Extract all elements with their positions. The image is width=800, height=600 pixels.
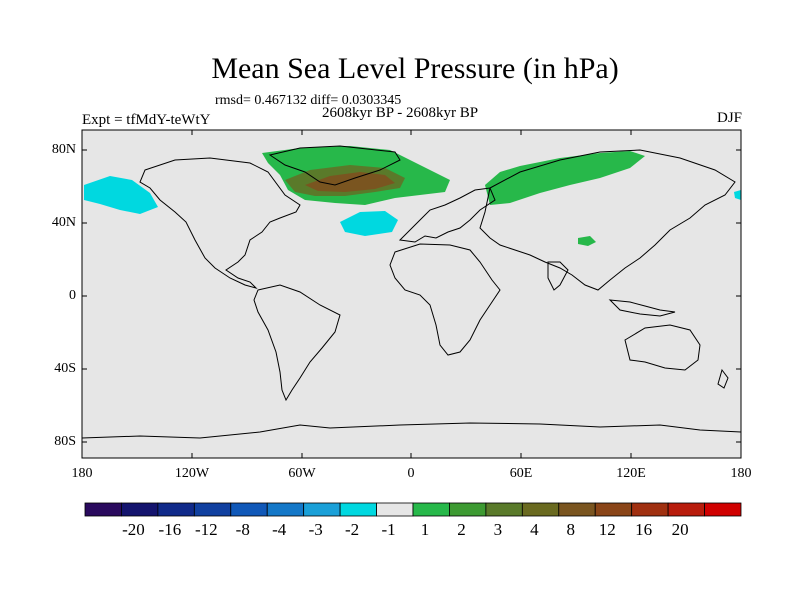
- colorbar-swatch: [704, 502, 742, 517]
- anomaly-negative-pacific: [84, 176, 158, 214]
- colorbar-label: -12: [194, 520, 218, 539]
- coastline-africa: [389, 243, 501, 356]
- anomaly-positive-core: [305, 172, 395, 192]
- coastline-antarctica: [81, 422, 742, 439]
- colorbar-swatch: [157, 502, 195, 517]
- x-tick-label: 60W: [288, 466, 316, 481]
- anomaly-positive-small1: [578, 236, 596, 246]
- coastline-new-zealand: [717, 368, 729, 389]
- colorbar-label: 12: [598, 520, 616, 539]
- coastlines: [81, 145, 742, 439]
- colorbar-swatch: [485, 502, 523, 517]
- colorbar-swatch: [84, 502, 122, 517]
- anomaly-negative-atlantic: [340, 211, 398, 236]
- y-tick-label: 80S: [54, 434, 76, 449]
- colorbar-swatch: [558, 502, 596, 517]
- colorbar-swatch: [339, 502, 377, 517]
- y-tick-label: 80N: [51, 142, 76, 157]
- colorbar-swatch: [412, 502, 450, 517]
- stats-line: rmsd= 0.467132 diff= 0.0303345: [215, 93, 402, 108]
- y-tick-label: 40S: [54, 361, 76, 376]
- colorbar-swatch: [303, 502, 341, 517]
- colorbar-label: 2: [457, 520, 466, 539]
- colorbar-swatch: [667, 502, 705, 517]
- map-title: Mean Sea Level Pressure (in hPa): [211, 52, 619, 85]
- colorbar-label: -1: [381, 520, 396, 539]
- colorbar-swatch: [121, 502, 159, 517]
- period-line: 2608kyr BP - 2608kyr BP: [322, 105, 479, 121]
- coastline-australia: [624, 324, 701, 371]
- x-tick-label: 180: [71, 466, 93, 481]
- colorbar-swatch: [449, 502, 487, 517]
- x-tick-label: 60E: [509, 466, 533, 481]
- coastline-indonesia: [608, 299, 676, 317]
- colorbar-swatch: [631, 502, 669, 517]
- x-tick-label: 120E: [616, 466, 646, 481]
- colorbar-swatch: [193, 502, 232, 517]
- colorbar: [84, 502, 742, 517]
- colorbar-label: -20: [122, 520, 145, 539]
- colorbar-label: 20: [671, 520, 689, 539]
- colorbar-swatch: [376, 502, 414, 517]
- season-label: DJF: [716, 110, 742, 126]
- colorbar-swatch: [266, 502, 305, 517]
- colorbar-swatch: [521, 502, 560, 517]
- colorbar-swatch: [230, 502, 268, 517]
- colorbar-swatch: [594, 502, 633, 517]
- colorbar-label: -8: [235, 520, 250, 539]
- colorbar-label: -16: [158, 520, 182, 539]
- experiment-label: Expt = tfMdY-teWtY: [82, 112, 211, 128]
- colorbar-label: -3: [308, 520, 323, 539]
- anomaly-positive-europe: [485, 151, 645, 205]
- x-tick-label: 180: [730, 466, 752, 481]
- x-tick-label: 120W: [174, 466, 210, 481]
- y-tick-label: 0: [69, 288, 76, 303]
- coastline-south-america: [253, 284, 341, 402]
- y-tick-label: 40N: [51, 215, 76, 230]
- colorbar-label: 1: [420, 520, 430, 539]
- coastline-asia: [479, 149, 736, 291]
- colorbar-label: 4: [530, 520, 539, 539]
- colorbar-label: -4: [272, 520, 287, 539]
- colorbar-label: 3: [493, 520, 503, 539]
- coastline-greenland: [268, 145, 401, 186]
- colorbar-label: -2: [345, 520, 360, 539]
- colorbar-label: 16: [635, 520, 653, 539]
- axis-ticks: [81, 130, 742, 458]
- x-tick-label: 0: [407, 466, 415, 481]
- coastline-india: [547, 261, 569, 291]
- coastline-europe: [398, 187, 496, 243]
- colorbar-label: 8: [566, 520, 576, 539]
- coastline-north-america: [139, 157, 301, 289]
- anomaly-negative-edge: [734, 190, 741, 200]
